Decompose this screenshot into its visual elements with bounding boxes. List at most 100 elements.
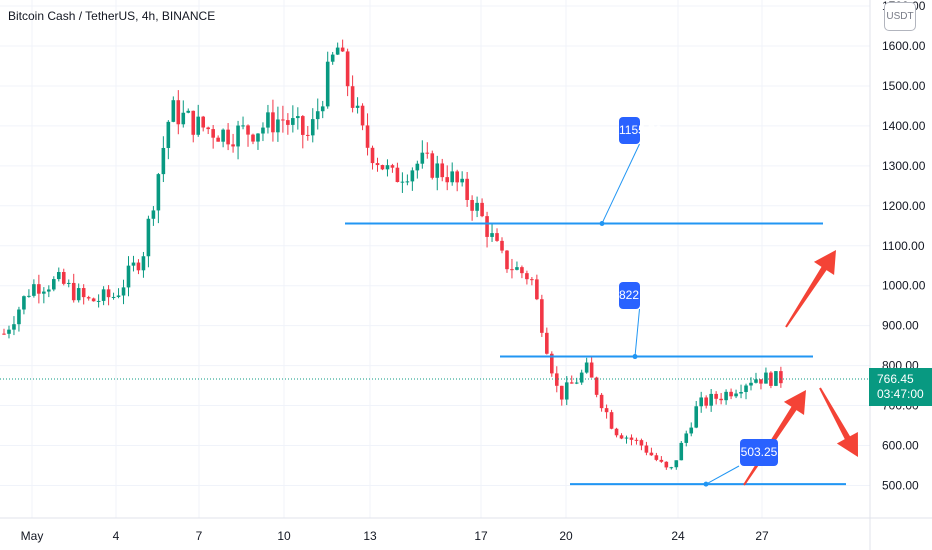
- candle-body: [27, 295, 31, 297]
- candle-body: [505, 250, 509, 270]
- candle-body: [315, 111, 320, 120]
- level-callout-822[interactable]: 822.64: [619, 282, 656, 309]
- candle-body: [2, 333, 6, 335]
- time-axis[interactable]: May 4 7 10 13 17 20 24 27: [0, 517, 932, 543]
- candle-body: [734, 393, 738, 397]
- candle-body: [744, 385, 748, 393]
- candle-body: [271, 112, 275, 133]
- candle-body: [500, 240, 504, 251]
- y-tick-label: 1100.00: [882, 239, 925, 253]
- candle-body: [729, 391, 733, 397]
- x-tick-label: 20: [559, 529, 573, 543]
- candle-body: [649, 452, 654, 456]
- candle-body: [530, 279, 534, 281]
- x-tick-label: 7: [196, 529, 203, 543]
- level-callout-1155[interactable]: 1155.76: [619, 117, 662, 144]
- candle-body: [47, 289, 51, 292]
- candle-body: [266, 112, 270, 128]
- candle-body: [445, 177, 450, 183]
- candle-body: [689, 427, 694, 434]
- level-anchor-dot: [599, 220, 605, 226]
- candle-body: [574, 382, 579, 384]
- candle-body: [86, 297, 91, 299]
- x-tick-label: 24: [671, 529, 685, 543]
- candle-body: [654, 455, 659, 460]
- candle-body: [355, 105, 360, 108]
- candle-body: [495, 233, 499, 241]
- candle-body: [550, 353, 554, 374]
- candle-body: [594, 377, 599, 395]
- candle-body: [724, 391, 728, 401]
- candle-body: [61, 272, 66, 284]
- candle-body: [714, 393, 718, 399]
- x-tick-label: 13: [363, 529, 377, 543]
- candle-body: [579, 372, 584, 383]
- candle-body: [779, 371, 783, 384]
- y-tick-label: 1400.00: [882, 119, 926, 133]
- candle-body: [385, 165, 390, 170]
- currency-unit-button[interactable]: USDT: [884, 2, 916, 31]
- candle-body: [146, 218, 151, 257]
- candle-body: [335, 47, 340, 55]
- candle-body: [176, 100, 181, 125]
- candle-body: [470, 199, 474, 211]
- candle-body: [81, 288, 86, 298]
- candle-body: [305, 134, 310, 136]
- candle-body: [52, 279, 56, 290]
- candle-body: [659, 459, 664, 462]
- level-callout-503[interactable]: 503.25: [740, 439, 778, 466]
- candle-body: [161, 147, 166, 175]
- candle-body: [141, 256, 146, 271]
- x-tick-label: 27: [755, 529, 769, 543]
- candle-body: [540, 299, 544, 333]
- candle-body: [614, 428, 619, 436]
- candle-body: [694, 406, 699, 428]
- candle-body: [131, 262, 136, 266]
- candle-body: [515, 267, 519, 270]
- candle-body: [375, 163, 380, 166]
- candle-body: [754, 379, 758, 383]
- last-price-tag: 766.45 03:47:00: [869, 368, 932, 406]
- candle-body: [564, 382, 569, 400]
- candle-body: [709, 393, 713, 406]
- candle-body: [66, 282, 71, 284]
- candle-body: [296, 116, 300, 119]
- candle-body: [340, 47, 345, 52]
- candle-body: [126, 265, 131, 288]
- candle-body: [475, 202, 479, 211]
- candle-body: [256, 133, 260, 142]
- candle-body: [261, 127, 265, 134]
- candle-body: [589, 362, 594, 378]
- candle-body: [325, 61, 330, 107]
- candle-body: [236, 125, 240, 147]
- candle-body: [510, 269, 514, 271]
- candle-body: [246, 125, 250, 135]
- candle-body: [211, 129, 215, 138]
- candle-body: [460, 178, 464, 183]
- candle-body: [116, 295, 121, 297]
- candle-body: [679, 442, 684, 461]
- candle-body: [634, 439, 639, 441]
- candle-body: [206, 127, 210, 130]
- candle-body: [231, 144, 235, 147]
- candle-body: [644, 445, 649, 453]
- candle-body: [291, 118, 295, 125]
- horizontal-levels: [345, 143, 846, 487]
- candle-body: [56, 272, 61, 280]
- candle-body: [276, 119, 280, 133]
- candle-body: [380, 165, 385, 170]
- candle-body: [310, 119, 315, 136]
- candle-body: [7, 329, 11, 334]
- x-tick-label: 17: [474, 529, 488, 543]
- candle-body: [435, 163, 440, 178]
- candle-body: [609, 412, 614, 429]
- y-tick-label: 600.00: [882, 439, 919, 453]
- candle-body: [320, 106, 325, 112]
- candle-body: [629, 437, 634, 440]
- price-axis[interactable]: 1700.001600.001500.001400.001300.001200.…: [869, 0, 926, 550]
- y-tick-label: 1200.00: [882, 199, 926, 213]
- candle-body: [569, 382, 574, 384]
- arrow-down-right: [819, 387, 858, 457]
- candle-body: [91, 298, 96, 302]
